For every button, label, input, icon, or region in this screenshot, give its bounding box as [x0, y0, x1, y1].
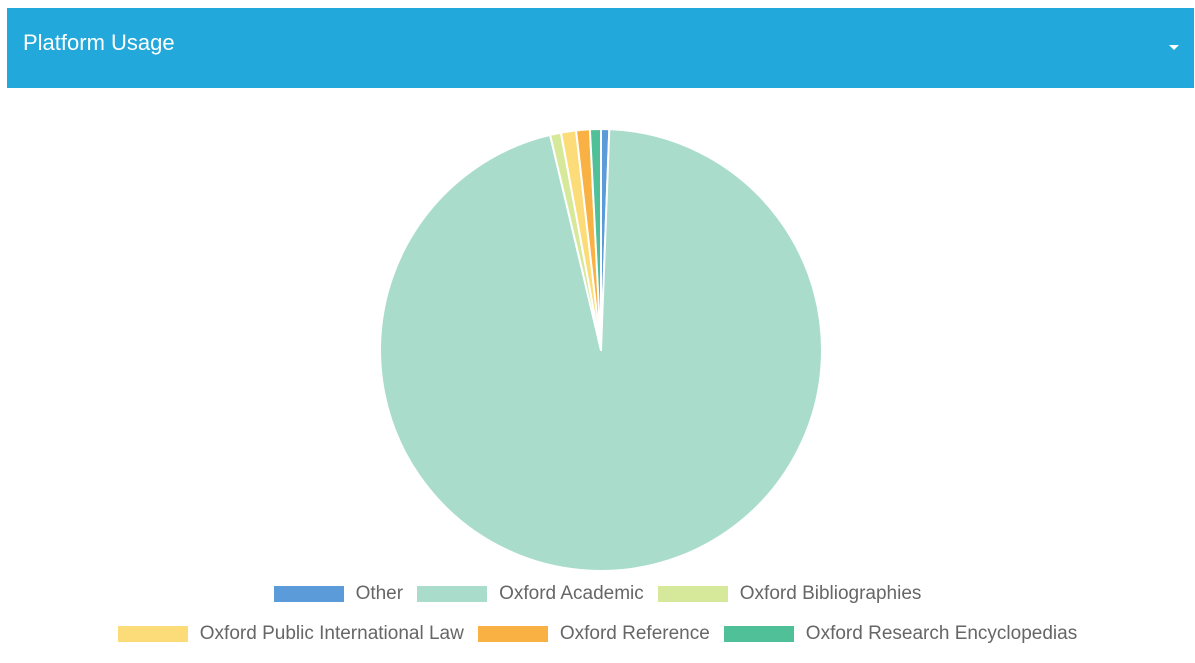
pie-chart	[379, 128, 823, 572]
chart-legend: Other Oxford Academic Oxford Bibliograph…	[0, 583, 1195, 663]
legend-item-oxford-research-encyclopedias[interactable]: Oxford Research Encyclopedias	[723, 623, 1078, 645]
legend-item-oxford-public-international-law[interactable]: Oxford Public International Law	[117, 623, 464, 645]
legend-label: Oxford Bibliographies	[739, 583, 922, 604]
legend-swatch	[273, 586, 344, 602]
legend-swatch	[657, 586, 728, 602]
pie-slice-oxford-research-encyclopedias[interactable]	[588, 128, 602, 351]
legend-label: Oxford Academic	[499, 583, 644, 604]
legend-swatch	[417, 586, 488, 602]
legend-label: Oxford Public International Law	[199, 623, 464, 644]
legend-label: Oxford Reference	[559, 623, 710, 644]
panel-header: Platform Usage	[7, 8, 1194, 88]
legend-swatch	[117, 626, 188, 642]
legend-label: Oxford Research Encyclopedias	[805, 623, 1078, 644]
legend-row-1: Other Oxford Academic Oxford Bibliograph…	[0, 583, 1195, 605]
legend-item-oxford-bibliographies[interactable]: Oxford Bibliographies	[657, 583, 922, 605]
legend-row-2: Oxford Public International Law Oxford R…	[0, 623, 1195, 645]
legend-item-oxford-academic[interactable]: Oxford Academic	[417, 583, 644, 605]
collapse-toggle-button[interactable]	[1160, 34, 1188, 62]
legend-swatch	[723, 626, 794, 642]
chevron-down-icon	[1169, 45, 1179, 50]
legend-item-oxford-reference[interactable]: Oxford Reference	[477, 623, 710, 645]
panel-title: Platform Usage	[23, 30, 175, 55]
legend-label: Other	[355, 583, 404, 604]
legend-item-other[interactable]: Other	[273, 583, 404, 605]
legend-swatch	[477, 626, 548, 642]
